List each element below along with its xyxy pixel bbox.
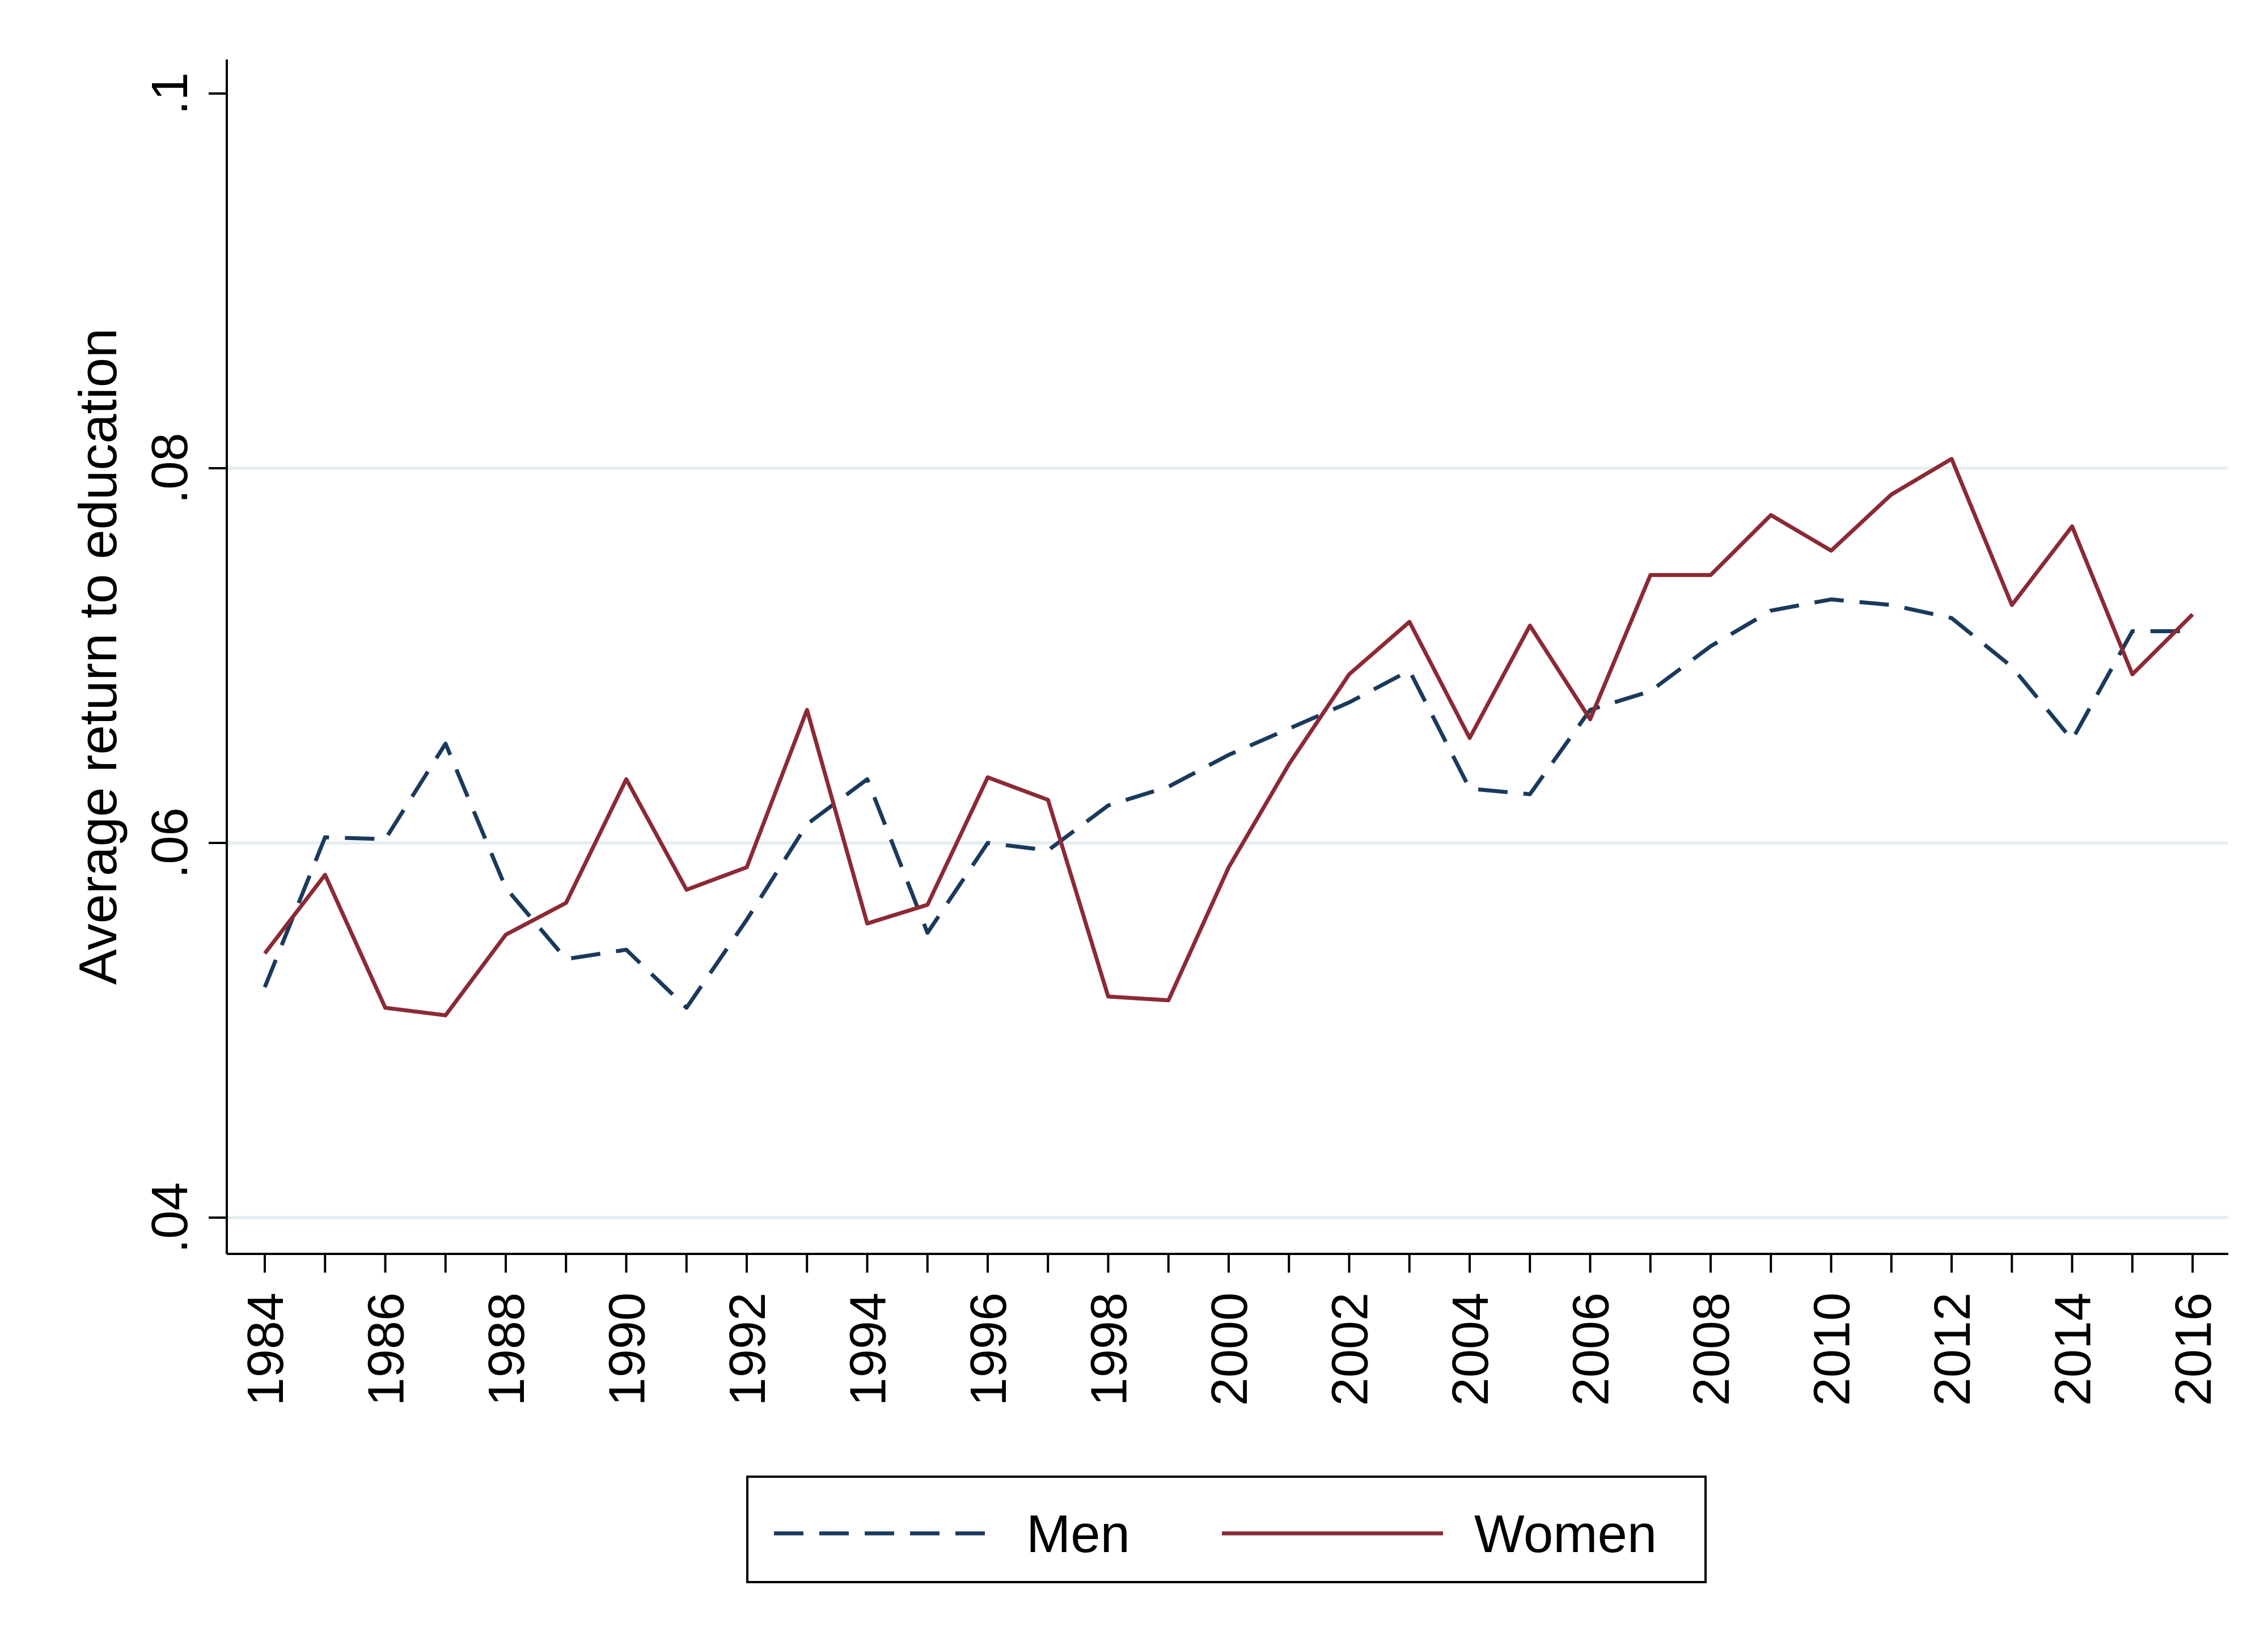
x-tick-label: 1988 bbox=[479, 1292, 535, 1406]
x-tick-label: 2016 bbox=[2165, 1292, 2222, 1406]
plot-area bbox=[226, 60, 2228, 1255]
x-tick-label: 2012 bbox=[1924, 1292, 1981, 1406]
y-tick-label: .06 bbox=[142, 807, 198, 878]
legend: Men Women bbox=[746, 1476, 1707, 1583]
series-lines bbox=[263, 457, 2194, 1018]
y-axis-title: Average return to education bbox=[68, 328, 128, 985]
x-tick-label: 2006 bbox=[1563, 1292, 1620, 1406]
x-tick-label: 2002 bbox=[1322, 1292, 1379, 1406]
legend-box bbox=[746, 1476, 1707, 1583]
series-line-men bbox=[263, 597, 2193, 1010]
x-tick-label: 2014 bbox=[2045, 1292, 2102, 1406]
legend-label-women: Women bbox=[1474, 1504, 1657, 1563]
x-tick-label: 2004 bbox=[1442, 1292, 1499, 1406]
y-tick-label: .04 bbox=[142, 1182, 198, 1253]
x-tick-label: 1984 bbox=[238, 1292, 294, 1406]
x-tick-label: 2000 bbox=[1201, 1292, 1258, 1406]
legend-label-men: Men bbox=[1026, 1504, 1130, 1563]
x-tick-label: 1996 bbox=[960, 1292, 1017, 1406]
x-tick-label: 1990 bbox=[599, 1292, 656, 1406]
x-ticks: 1984 1986 1988 1990 1992 1994 1996 1998 2000 2002… bbox=[238, 1254, 2222, 1406]
series-line-women bbox=[263, 457, 2194, 1018]
x-tick-label: 1992 bbox=[720, 1292, 776, 1406]
x-tick-label: 1986 bbox=[358, 1292, 415, 1406]
x-tick-label: 1994 bbox=[840, 1292, 897, 1406]
y-ticks: .04 .06 .08 .1 bbox=[142, 72, 227, 1253]
x-tick-label: 1998 bbox=[1081, 1292, 1138, 1406]
x-tick-label: 2008 bbox=[1683, 1292, 1740, 1406]
y-tick-label: .08 bbox=[142, 433, 198, 503]
y-tick-label: .1 bbox=[142, 72, 198, 115]
x-tick-label: 2010 bbox=[1804, 1292, 1861, 1406]
gridlines bbox=[227, 467, 2228, 1219]
